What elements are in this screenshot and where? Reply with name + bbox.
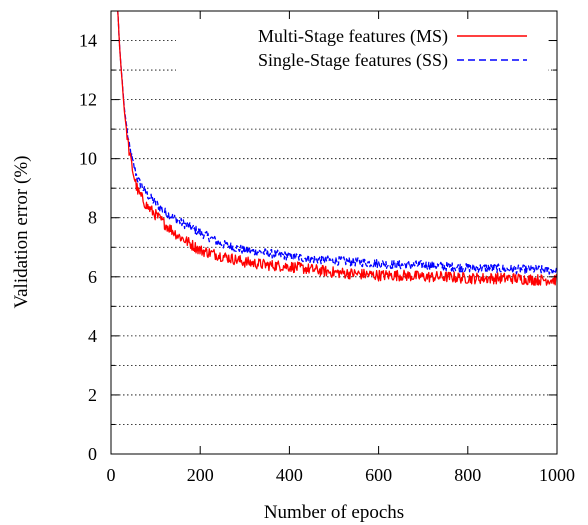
y-tick-label: 14 bbox=[79, 31, 97, 51]
legend-label-ms: Multi-Stage features (MS) bbox=[258, 26, 448, 47]
x-tick-label: 400 bbox=[276, 465, 303, 485]
y-tick-label: 8 bbox=[88, 208, 97, 228]
series-line-ss bbox=[117, 11, 557, 275]
series-line-ms bbox=[117, 11, 557, 286]
x-tick-label: 0 bbox=[107, 465, 116, 485]
grid-lines bbox=[111, 40, 557, 425]
y-tick-label: 0 bbox=[88, 444, 97, 464]
legend-box bbox=[176, 22, 548, 74]
legend: Multi-Stage features (MS) Single-Stage f… bbox=[176, 22, 548, 74]
y-tick-label: 4 bbox=[88, 326, 97, 346]
x-axis-title: Number of epochs bbox=[264, 502, 404, 523]
y-tick-label: 10 bbox=[79, 149, 97, 169]
series-lines bbox=[117, 11, 557, 286]
x-tick-label: 800 bbox=[454, 465, 481, 485]
y-axis-title: Validation error (%) bbox=[11, 156, 32, 309]
y-tick-label: 12 bbox=[79, 90, 97, 110]
y-tick-label: 6 bbox=[88, 267, 97, 287]
plot-frame bbox=[110, 10, 558, 455]
y-tick-label: 2 bbox=[88, 385, 97, 405]
x-tick-label: 600 bbox=[365, 465, 392, 485]
legend-label-ss: Single-Stage features (SS) bbox=[258, 50, 448, 71]
x-tick-label: 200 bbox=[187, 465, 214, 485]
axis-ticks: 0 200 400 600 800 1000 0 2 4 6 8 10 12 14 bbox=[79, 10, 575, 485]
x-tick-label: 1000 bbox=[539, 465, 575, 485]
